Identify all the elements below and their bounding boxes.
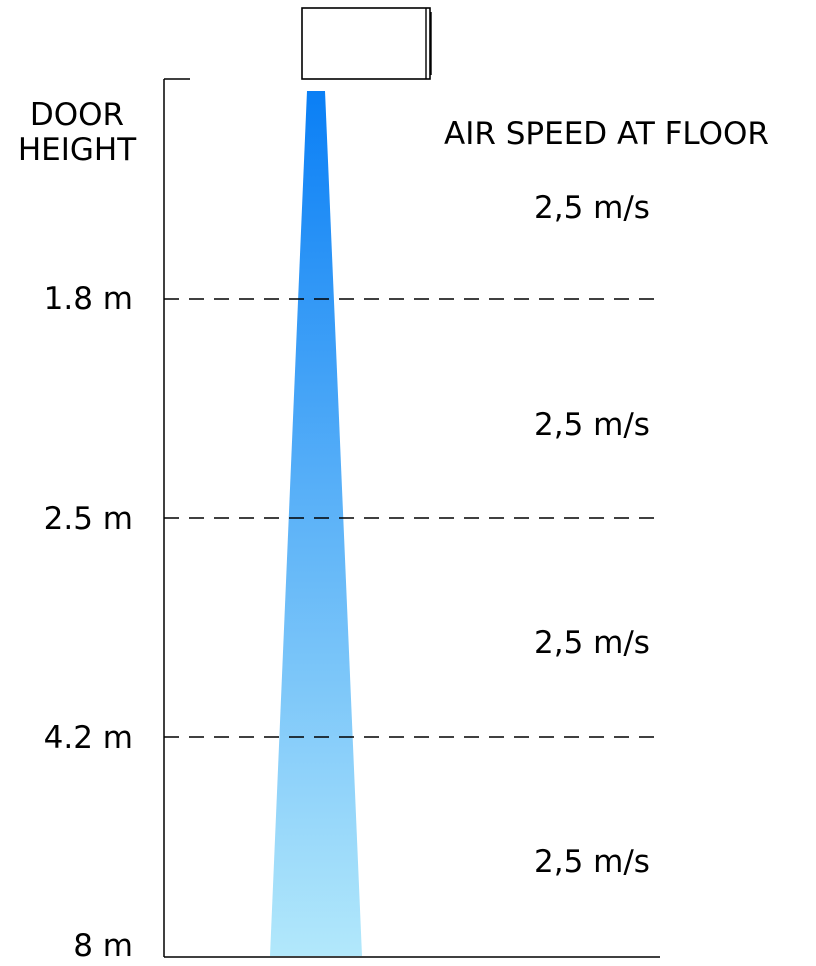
air-speed-value-2-5: 2,5 m/s bbox=[534, 407, 650, 443]
door-height-label-line-1: DOOR bbox=[29, 97, 125, 133]
height-label-4-2: 4.2 m bbox=[43, 720, 133, 756]
air-speed-title: AIR SPEED AT FLOOR bbox=[444, 116, 769, 152]
air-speed-value-4-2: 2,5 m/s bbox=[534, 625, 650, 661]
height-label-8: 8 m bbox=[73, 928, 133, 964]
door-height-label: DOOR HEIGHT bbox=[8, 98, 146, 167]
door-height-label-line-2: HEIGHT bbox=[17, 131, 137, 168]
height-label-1-8: 1.8 m bbox=[43, 281, 133, 317]
air-speed-value-8: 2,5 m/s bbox=[534, 844, 650, 880]
air-curtain-unit-icon bbox=[301, 7, 432, 80]
airflow-jet bbox=[270, 91, 362, 956]
height-label-2-5: 2.5 m bbox=[43, 501, 133, 537]
air-speed-value-1-8: 2,5 m/s bbox=[534, 190, 650, 226]
